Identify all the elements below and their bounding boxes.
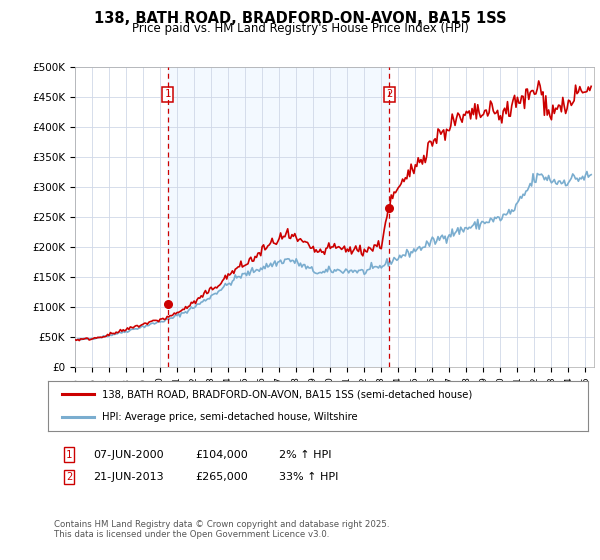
Text: £104,000: £104,000 (195, 450, 248, 460)
Text: 33% ↑ HPI: 33% ↑ HPI (279, 472, 338, 482)
Text: 2% ↑ HPI: 2% ↑ HPI (279, 450, 331, 460)
Text: 138, BATH ROAD, BRADFORD-ON-AVON, BA15 1SS: 138, BATH ROAD, BRADFORD-ON-AVON, BA15 1… (94, 11, 506, 26)
Text: 138, BATH ROAD, BRADFORD-ON-AVON, BA15 1SS (semi-detached house): 138, BATH ROAD, BRADFORD-ON-AVON, BA15 1… (102, 389, 472, 399)
Text: £265,000: £265,000 (195, 472, 248, 482)
Text: Price paid vs. HM Land Registry's House Price Index (HPI): Price paid vs. HM Land Registry's House … (131, 22, 469, 35)
Text: 07-JUN-2000: 07-JUN-2000 (93, 450, 164, 460)
Text: 1: 1 (66, 450, 72, 460)
Text: 21-JUN-2013: 21-JUN-2013 (93, 472, 164, 482)
Text: 1: 1 (164, 89, 170, 99)
Text: Contains HM Land Registry data © Crown copyright and database right 2025.
This d: Contains HM Land Registry data © Crown c… (54, 520, 389, 539)
Text: HPI: Average price, semi-detached house, Wiltshire: HPI: Average price, semi-detached house,… (102, 412, 358, 422)
Text: 2: 2 (66, 472, 72, 482)
Text: 2: 2 (386, 89, 392, 99)
Bar (167, 67, 389, 367)
